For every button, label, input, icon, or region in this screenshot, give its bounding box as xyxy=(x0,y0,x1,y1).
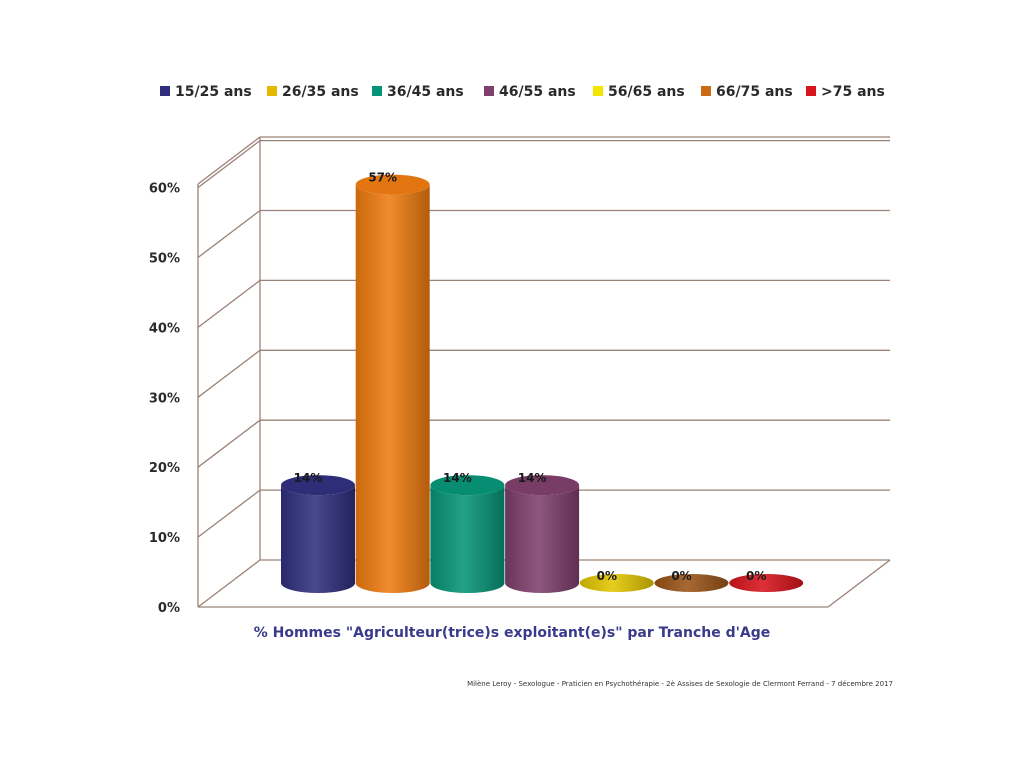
gridline-side xyxy=(197,489,261,538)
data-label-66/75 ans: 0% xyxy=(671,569,691,583)
legend-item-26/35 ans: 26/35 ans xyxy=(267,84,359,100)
gridline-side xyxy=(197,209,261,259)
legend-swatch xyxy=(701,86,711,96)
gridline-side xyxy=(197,419,261,468)
bar-15/25 ans xyxy=(281,485,355,593)
bar-46/55 ans xyxy=(505,485,580,593)
gridline-side xyxy=(197,559,261,608)
legend-swatch xyxy=(160,86,170,96)
legend-label: >75 ans xyxy=(821,84,885,100)
legend: 15/25 ans 26/35 ans 36/45 ans 46/55 ans 56/6… xyxy=(160,84,885,100)
legend-item-36/45 ans: 36/45 ans xyxy=(372,84,464,100)
legend-label: 46/55 ans xyxy=(499,84,576,100)
legend-item-66/75 ans: 66/75 ans xyxy=(701,84,793,100)
bar-26/35 ans xyxy=(579,574,654,592)
data-label-46/55 ans: 14% xyxy=(518,471,547,485)
bar-top-66/75 ans xyxy=(355,174,430,195)
y-tick-label: 50% xyxy=(149,252,180,267)
legend-label: 66/75 ans xyxy=(716,84,793,100)
data-labels: 14% 57% 14% 14% 0% 0% 0% xyxy=(294,171,767,583)
bar-top-46/55 ans xyxy=(505,475,580,496)
y-tick-label: 20% xyxy=(149,461,180,476)
y-tick-label: 40% xyxy=(149,321,180,336)
floor-right-edge xyxy=(827,559,891,608)
footer-credit: Milène Leroy - Sexologue - Praticien en … xyxy=(467,680,893,688)
data-label->75 ans: 0% xyxy=(746,569,766,583)
y-tick-label: 60% xyxy=(149,182,180,197)
gridline-side xyxy=(197,279,261,328)
bar-top-36/45 ans xyxy=(430,475,505,496)
legend-label: 15/25 ans xyxy=(175,84,252,100)
legend-item-56/65 ans: 56/65 ans xyxy=(593,84,685,100)
bar-66/75 ans xyxy=(355,184,430,593)
y-axis-ticks: 0% 10% 20% 30% 40% 50% 60% xyxy=(149,182,180,616)
data-label-26/35 ans: 0% xyxy=(597,569,617,583)
legend-item->75 ans: >75 ans xyxy=(806,84,885,100)
legend-swatch xyxy=(593,86,603,96)
bar-36/45 ans xyxy=(430,485,505,593)
legend-label: 36/45 ans xyxy=(387,84,464,100)
data-label-15/25 ans: 14% xyxy=(294,471,323,485)
bar-66/75 ans xyxy=(654,574,729,592)
legend-label: 56/65 ans xyxy=(608,84,685,100)
x-axis-label: % Hommes "Agriculteur(trice)s exploitant… xyxy=(254,625,771,641)
legend-label: 26/35 ans xyxy=(282,84,359,100)
bar->75 ans xyxy=(729,574,804,592)
bars xyxy=(281,174,804,593)
legend-item-46/55 ans: 46/55 ans xyxy=(484,84,576,100)
y-tick-label: 10% xyxy=(149,531,180,546)
data-label-36/45 ans: 14% xyxy=(443,471,472,485)
gridline-side xyxy=(197,140,261,189)
legend-swatch xyxy=(372,86,382,96)
side-wall-top xyxy=(197,136,261,185)
y-tick-label: 30% xyxy=(149,391,180,406)
y-tick-label: 0% xyxy=(158,601,180,616)
legend-swatch xyxy=(806,86,816,96)
legend-item-15/25 ans: 15/25 ans xyxy=(160,84,252,100)
legend-swatch xyxy=(267,86,277,96)
gridline-side xyxy=(197,349,261,398)
bar-top-15/25 ans xyxy=(281,475,355,496)
data-label-66/75 ans: 57% xyxy=(368,171,397,185)
legend-swatch xyxy=(484,86,494,96)
